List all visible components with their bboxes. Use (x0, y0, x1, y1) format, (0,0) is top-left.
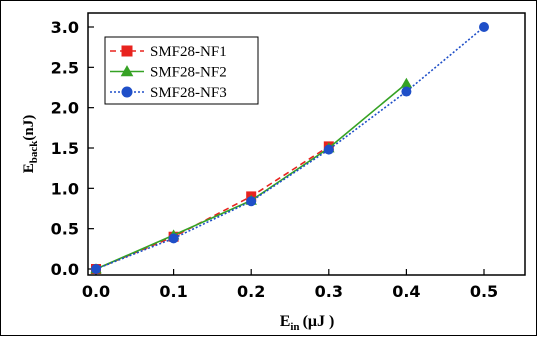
data-point-circle (246, 196, 257, 207)
svg-text:Eback(nJ): Eback(nJ) (21, 115, 40, 173)
data-point-circle (401, 86, 412, 97)
data-point-circle (91, 264, 101, 274)
y-tick-label: 2.0 (51, 99, 79, 118)
series-line (95, 82, 407, 270)
y-tick-label: 0.5 (51, 220, 79, 239)
legend-item: SMF28-NF2 (110, 65, 227, 81)
data-point-triangle (400, 77, 413, 88)
svg-text:Ein(μJ ): Ein (μJ ) (280, 313, 335, 333)
legend-label: SMF28-NF3 (150, 85, 227, 101)
y-tick-label: 1.0 (51, 179, 79, 198)
axis-ticks: 0.0 0.5 1.0 1.5 2.0 2.5 3.0 0.0 0.1 0.2 0.3 0.4 0.5 (51, 18, 499, 301)
plot-area (87, 12, 526, 276)
legend-label: SMF28-NF2 (150, 65, 227, 81)
y-tick-label: 2.5 (51, 58, 79, 77)
series-layer (90, 22, 489, 274)
data-point-square (121, 45, 133, 57)
series-smf28-nf1 (91, 141, 334, 274)
data-point-triangle (120, 65, 134, 77)
x-label-sub: in (290, 321, 299, 333)
y-label-sub: back (28, 140, 40, 164)
legend-label: SMF28-NF1 (150, 44, 227, 60)
legend-item: SMF28-NF3 (110, 85, 227, 101)
data-point-circle (479, 22, 489, 32)
y-tick-label: 3.0 (51, 18, 79, 37)
y-axis-label: Eback(nJ) (21, 115, 40, 173)
y-label-unit: (nJ) (21, 115, 37, 141)
x-tick-label: 0.4 (392, 282, 420, 301)
series-smf28-nf2 (90, 77, 413, 274)
series-line (95, 145, 330, 270)
x-axis-label: Ein (μJ ) (280, 313, 335, 333)
y-label-main: E (21, 163, 37, 173)
legend: SMF28-NF1 SMF28-NF2 SMF28-NF3 (104, 36, 259, 105)
series-line (95, 26, 485, 270)
x-tick-label: 0.2 (237, 282, 265, 301)
x-tick-label: 0.5 (470, 282, 498, 301)
data-point-circle (168, 233, 179, 244)
series-smf28-nf3 (91, 22, 489, 274)
y-tick-label: 0.0 (51, 260, 79, 279)
data-point-circle (323, 144, 334, 155)
x-tick-label: 0.1 (159, 282, 187, 301)
x-label-unit: (μJ ) (303, 313, 335, 330)
data-point-circle (121, 86, 133, 98)
legend-item: SMF28-NF1 (110, 44, 227, 60)
x-tick-label: 0.0 (82, 282, 110, 301)
x-label-main: E (280, 313, 291, 330)
y-tick-label: 1.5 (51, 139, 79, 158)
x-tick-label: 0.3 (315, 282, 343, 301)
